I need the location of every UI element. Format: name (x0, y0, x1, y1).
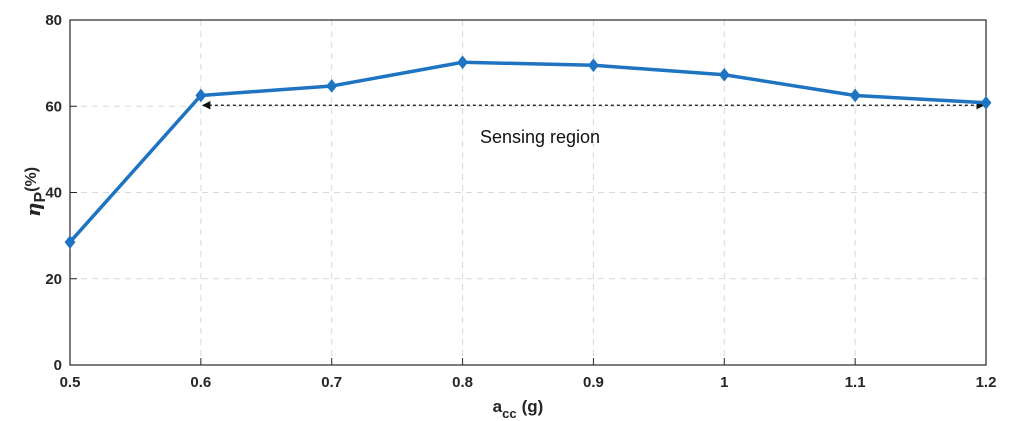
x-tick-label: 0.6 (190, 374, 211, 391)
data-point-marker (195, 88, 207, 103)
x-tick-label: 0.7 (321, 374, 342, 391)
data-point-marker (587, 58, 599, 73)
data-point-marker (64, 235, 76, 249)
annotation: Sensing region (202, 101, 985, 147)
data-point-marker (980, 95, 992, 110)
x-tick-label: 1.2 (976, 374, 997, 391)
x-axis-subscript: cc (502, 406, 516, 421)
x-axis-base: a (493, 397, 503, 416)
x-tick-label: 0.5 (60, 374, 81, 391)
sensing-region-label: Sensing region (480, 127, 600, 147)
y-tick-label: 0 (54, 357, 62, 374)
y-axis-label: ηP(%) (21, 167, 49, 217)
x-tick-label: 0.9 (583, 374, 604, 391)
x-axis-ticks: 0.5 0.6 0.7 0.8 0.9 1 1.1 1.2 (60, 358, 997, 391)
data-point-marker (326, 79, 338, 93)
y-tick-label: 40 (45, 185, 62, 202)
data-point-marker (849, 88, 861, 103)
y-axis-subscript: P (32, 192, 49, 203)
series-line (68, 60, 987, 244)
y-tick-label: 80 (45, 12, 62, 29)
y-tick-label: 60 (45, 98, 62, 115)
grid-lines (70, 20, 986, 365)
x-axis-unit: (g) (522, 397, 544, 416)
data-series (64, 55, 992, 249)
x-axis-label: acc (g) (493, 397, 544, 421)
y-axis-symbol: η (21, 203, 45, 218)
data-point-marker (457, 55, 469, 70)
x-tick-label: 1 (720, 374, 728, 391)
data-point-marker (718, 67, 730, 82)
y-tick-label: 20 (45, 271, 62, 288)
x-tick-label: 0.8 (452, 374, 473, 391)
y-axis-unit: (%) (23, 167, 40, 192)
x-tick-label: 1.1 (845, 374, 866, 391)
y-axis-ticks: 0 20 40 60 80 (45, 12, 77, 374)
